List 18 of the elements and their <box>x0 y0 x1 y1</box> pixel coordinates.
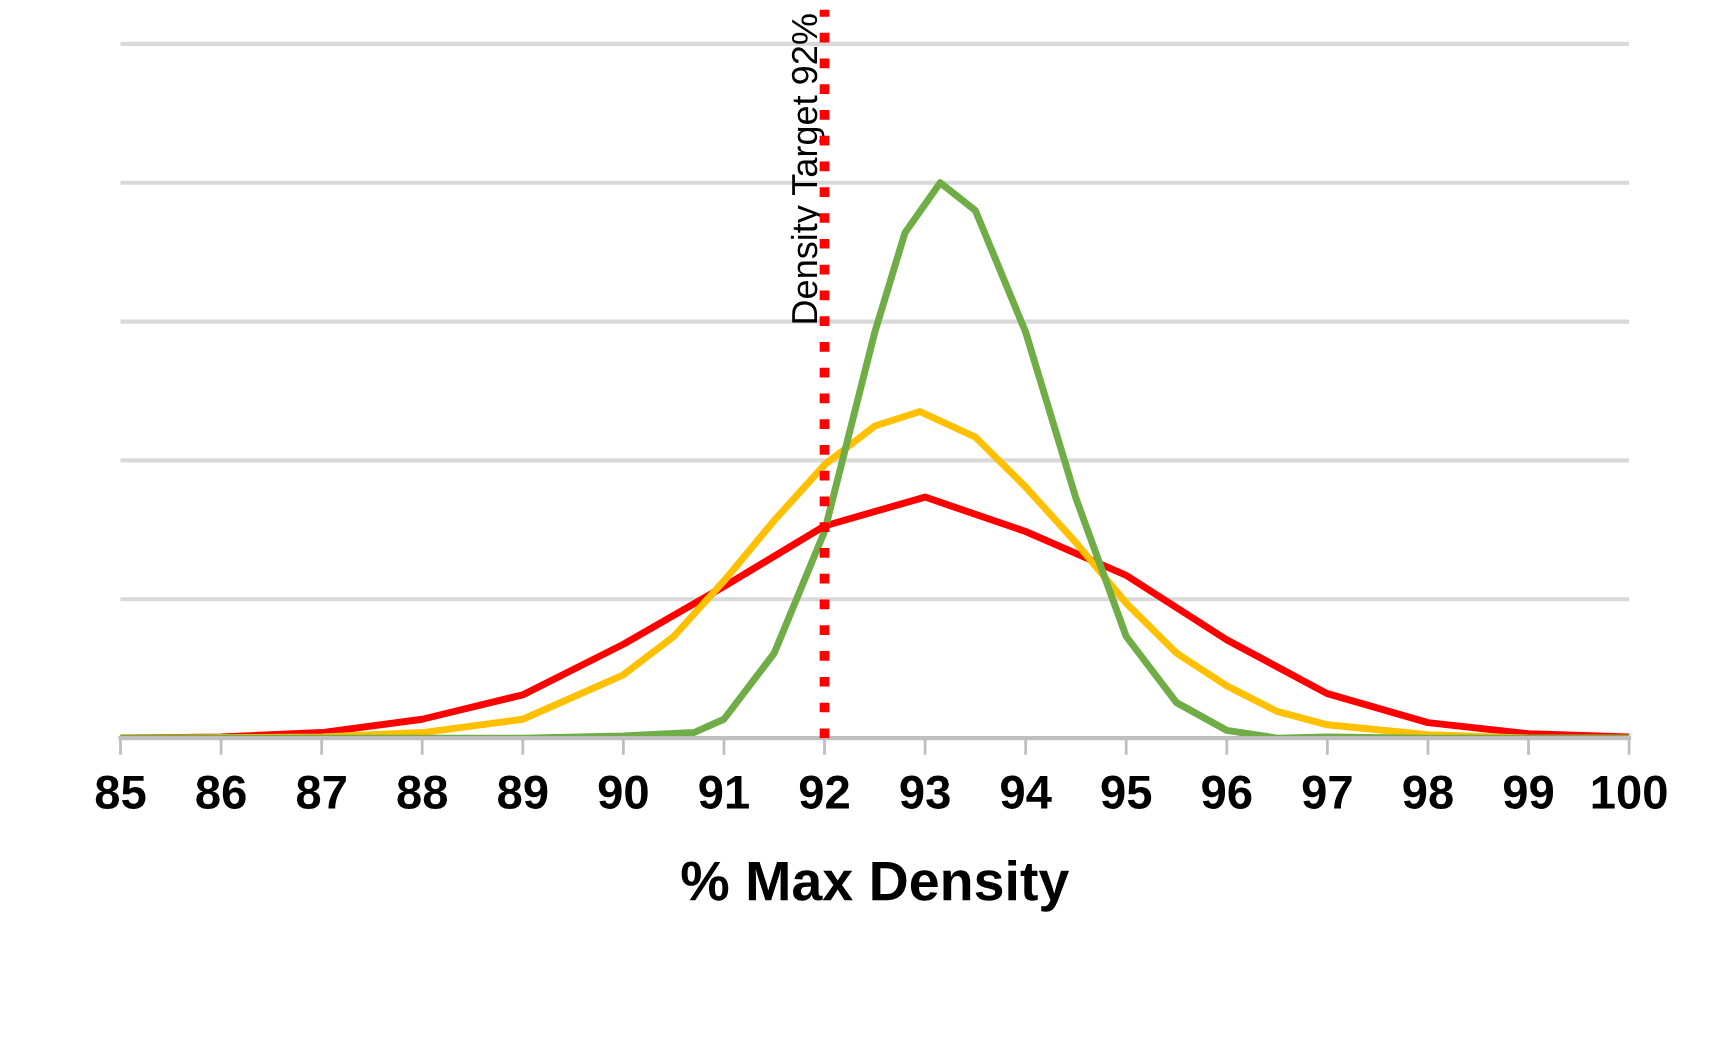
x-tick-label: 90 <box>598 775 648 809</box>
x-tick-label: 99 <box>1503 775 1554 809</box>
x-axis-title: % Max Density <box>681 859 1070 912</box>
x-tick-label: 86 <box>196 775 246 809</box>
x-tick-label: 85 <box>95 775 146 809</box>
x-tick-label: 97 <box>1302 775 1352 809</box>
x-tick-label: 100 <box>1592 775 1667 809</box>
x-tick-label: 89 <box>498 775 548 809</box>
x-tick-label: 98 <box>1403 775 1453 809</box>
x-tick-label: 94 <box>1001 775 1052 809</box>
x-tick-label: 93 <box>900 775 950 809</box>
x-tick-label: 95 <box>1101 775 1152 809</box>
x-tick-label: 88 <box>397 775 448 809</box>
x-tick-label: 91 <box>699 775 749 809</box>
x-tick-label: 92 <box>799 775 849 809</box>
x-tick-label: 87 <box>296 775 346 809</box>
ref-line-label: Density Target 92% <box>790 14 825 323</box>
x-tick-label: 96 <box>1202 775 1252 809</box>
